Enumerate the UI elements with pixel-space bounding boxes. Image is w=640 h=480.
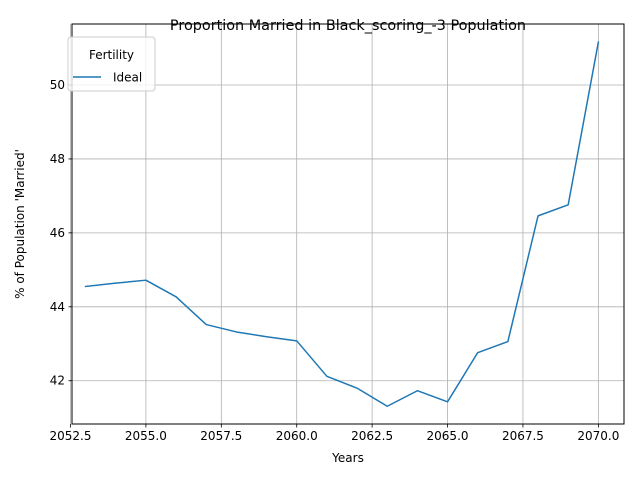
x-tick-label: 2070.0 [577, 429, 619, 443]
y-tick-label: 44 [50, 300, 65, 314]
y-tick-label: 50 [50, 78, 65, 92]
y-tick-label: 48 [50, 152, 65, 166]
legend-title: Fertility [89, 48, 134, 62]
legend: Fertility Ideal [68, 37, 155, 91]
chart-title: Proportion Married in Black_scoring_-3 P… [170, 18, 526, 34]
x-tick-label: 2067.5 [502, 429, 544, 443]
legend-label: Ideal [113, 71, 142, 85]
x-axis-title: Years [331, 451, 364, 465]
y-tick-label: 46 [50, 226, 65, 240]
x-tick-label: 2055.0 [125, 429, 167, 443]
x-tick-label: 2057.5 [200, 429, 242, 443]
y-axis-title: % of Population 'Married' [13, 149, 27, 299]
x-tick-label: 2060.0 [276, 429, 318, 443]
y-tick-label: 42 [50, 374, 65, 388]
x-tick-label: 2065.0 [427, 429, 469, 443]
x-tick-label: 2052.5 [49, 429, 91, 443]
x-tick-label: 2062.5 [351, 429, 393, 443]
